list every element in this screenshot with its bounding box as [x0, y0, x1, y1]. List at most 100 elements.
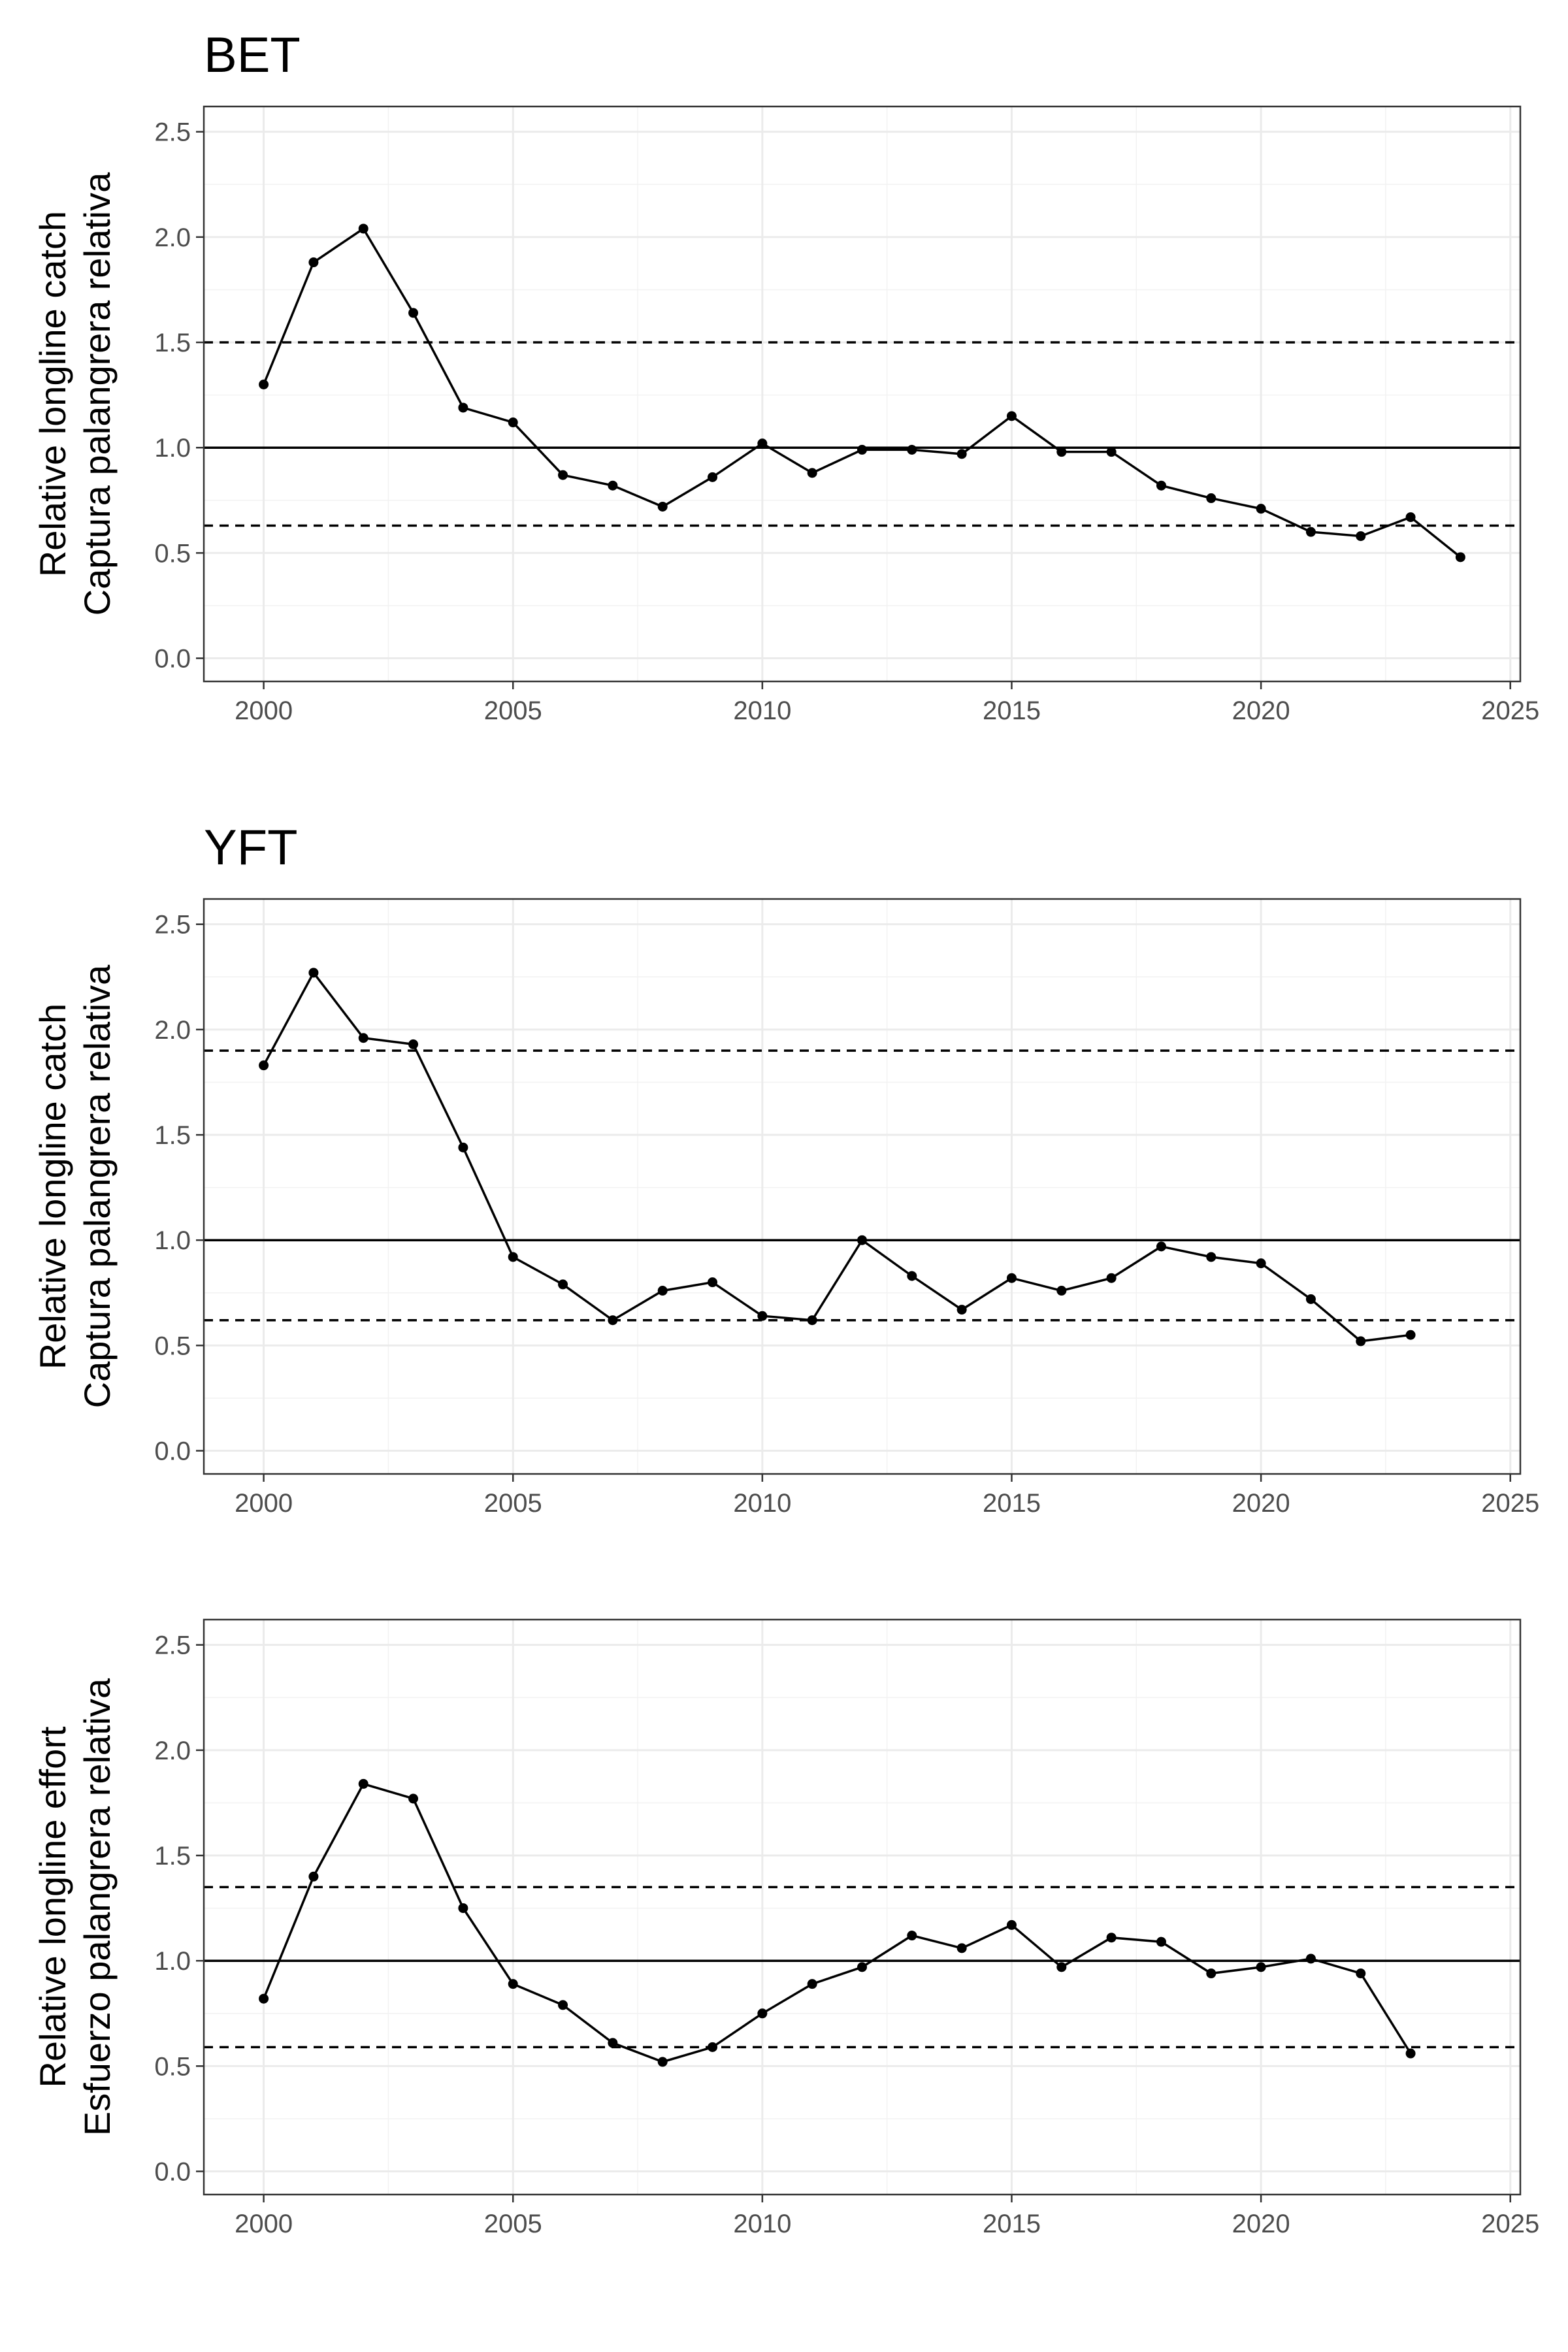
data-point — [757, 438, 767, 448]
data-point — [658, 2057, 668, 2066]
x-tick-label: 2025 — [1481, 2210, 1539, 2238]
data-point — [1007, 1920, 1017, 1930]
data-point — [458, 1903, 468, 1913]
panel-effort: 2000 2005 2010 2015 2020 2025 0.0 0.5 1.0 1.5 2.0 2… — [32, 1620, 1539, 2238]
data-point — [1156, 1937, 1166, 1947]
data-point — [308, 257, 318, 267]
data-point — [1056, 447, 1066, 457]
data-point — [1007, 1273, 1017, 1283]
data-point — [1056, 1286, 1066, 1296]
x-tick-label: 2005 — [484, 696, 542, 725]
data-point — [608, 481, 617, 491]
data-point — [408, 1793, 418, 1803]
x-tick-label: 2020 — [1232, 696, 1290, 725]
data-point — [1356, 1968, 1365, 1978]
data-point — [1406, 1330, 1416, 1340]
x-tick-label: 2025 — [1481, 696, 1539, 725]
data-point — [259, 380, 269, 389]
data-point — [857, 1962, 867, 1972]
x-tick-label: 2010 — [733, 2210, 791, 2238]
data-point — [458, 1143, 468, 1152]
data-point — [708, 1277, 717, 1287]
data-point — [1306, 527, 1316, 537]
panel-title: YFT — [204, 820, 298, 875]
y-axis-title-line2: Captura palangrera relativa — [76, 964, 118, 1408]
data-point — [1356, 1336, 1365, 1346]
x-tick-label: 2015 — [983, 1489, 1041, 1518]
x-tick-label: 2000 — [235, 1489, 293, 1518]
y-tick-label: 2.0 — [154, 1737, 191, 1765]
data-point — [1406, 512, 1416, 522]
data-point — [1256, 1258, 1266, 1268]
y-tick-label: 2.5 — [154, 1631, 191, 1660]
data-point — [857, 1235, 867, 1245]
y-axis-title-line1: Relative longline catch — [32, 211, 73, 577]
x-tick-label: 2020 — [1232, 2210, 1290, 2238]
data-point — [359, 223, 368, 233]
y-tick-label: 1.0 — [154, 1947, 191, 1976]
y-tick-label: 0.0 — [154, 1437, 191, 1466]
y-tick-label: 1.5 — [154, 1121, 191, 1150]
data-point — [1007, 411, 1017, 421]
data-point — [658, 502, 668, 512]
data-point — [1206, 493, 1216, 503]
data-point — [558, 470, 568, 480]
data-point — [708, 472, 717, 482]
panel-bet: 2000 2005 2010 2015 2020 2025 0.0 0.5 1.0 1.5 2.0 2… — [32, 27, 1539, 725]
data-point — [708, 2042, 717, 2052]
y-axis-title-line2: Esfuerzo palangrera relativa — [76, 1678, 118, 2136]
panel-title: BET — [204, 27, 301, 83]
panel-background — [204, 106, 1520, 681]
data-point — [508, 1252, 518, 1262]
data-point — [757, 2008, 767, 2018]
x-tick-label: 2000 — [235, 2210, 293, 2238]
data-point — [1107, 1273, 1117, 1283]
y-tick-label: 2.5 — [154, 118, 191, 147]
y-tick-label: 2.5 — [154, 911, 191, 939]
y-axis-title-line2: Captura palangrera relativa — [76, 172, 118, 615]
x-tick-label: 2010 — [733, 696, 791, 725]
data-point — [458, 402, 468, 412]
data-point — [1156, 1241, 1166, 1251]
data-point — [1107, 447, 1117, 457]
data-point — [408, 308, 418, 318]
y-tick-label: 1.5 — [154, 1842, 191, 1870]
x-tick-label: 2020 — [1232, 1489, 1290, 1518]
data-point — [658, 1286, 668, 1296]
data-point — [558, 2000, 568, 2010]
data-point — [957, 1305, 967, 1315]
x-tick-label: 2000 — [235, 696, 293, 725]
data-point — [1206, 1252, 1216, 1262]
data-point — [857, 445, 867, 455]
data-point — [1256, 1962, 1266, 1972]
data-point — [608, 1315, 617, 1325]
x-tick-label: 2005 — [484, 2210, 542, 2238]
data-point — [808, 1979, 817, 1989]
x-tick-label: 2005 — [484, 1489, 542, 1518]
y-tick-label: 0.5 — [154, 1331, 191, 1360]
y-tick-label: 1.0 — [154, 434, 191, 463]
data-point — [1356, 531, 1365, 541]
data-point — [558, 1279, 568, 1289]
panel-background — [204, 899, 1520, 1474]
data-point — [1056, 1962, 1066, 1972]
data-point — [1306, 1953, 1316, 1963]
data-point — [808, 1315, 817, 1325]
y-tick-label: 1.5 — [154, 329, 191, 357]
y-tick-label: 0.0 — [154, 2158, 191, 2187]
y-tick-label: 2.0 — [154, 223, 191, 252]
y-axis-title-line1: Relative longline effort — [32, 1726, 73, 2088]
data-point — [907, 1271, 917, 1281]
data-point — [907, 445, 917, 455]
panel-background — [204, 1620, 1520, 2195]
x-tick-label: 2015 — [983, 696, 1041, 725]
data-point — [259, 1994, 269, 2004]
data-point — [957, 1943, 967, 1953]
data-point — [259, 1060, 269, 1070]
data-point — [508, 1979, 518, 1989]
data-point — [1256, 504, 1266, 514]
y-tick-label: 0.5 — [154, 2052, 191, 2081]
data-point — [308, 1872, 318, 1882]
data-point — [1406, 2049, 1416, 2059]
